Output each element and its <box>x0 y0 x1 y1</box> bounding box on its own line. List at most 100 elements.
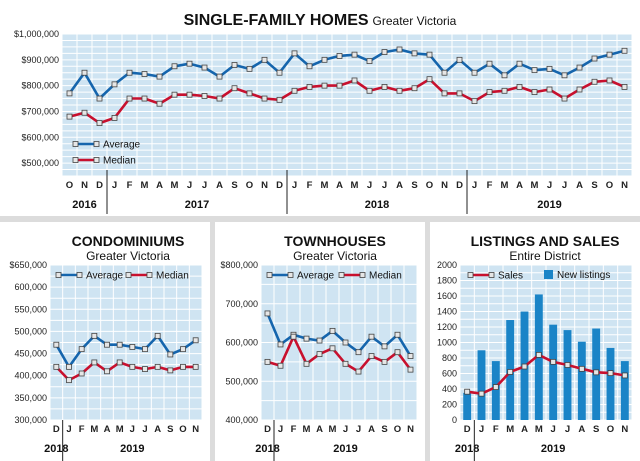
x-tick-label: A <box>396 180 403 191</box>
data-point-average <box>441 69 448 76</box>
data-point-median <box>66 113 73 120</box>
data-point-median <box>246 90 253 97</box>
legend-label: Average <box>103 140 141 151</box>
x-tick-label: J <box>66 424 71 435</box>
data-point-average <box>329 327 336 334</box>
y-tick-label: $700,000 <box>21 106 59 116</box>
data-point-average <box>142 346 148 353</box>
data-point-median <box>621 84 628 90</box>
y-tick-label: 1600 <box>437 291 457 301</box>
y-tick-label: $1,000,000 <box>14 29 59 39</box>
data-point-median <box>180 363 186 370</box>
legend-marker <box>287 272 294 278</box>
y-tick-label: $900,000 <box>21 55 59 65</box>
data-point-average <box>501 72 508 79</box>
chart-title: LISTINGS AND SALES <box>471 233 620 249</box>
data-point-average <box>111 81 118 88</box>
x-tick-label: M <box>506 424 514 435</box>
x-tick-label: D <box>456 180 463 191</box>
data-point-average <box>516 60 523 67</box>
data-point-average <box>167 351 174 358</box>
data-point-median <box>411 85 418 92</box>
data-point-sales <box>521 363 528 370</box>
y-tick-label: 400,000 <box>14 371 47 381</box>
data-point-average <box>201 64 208 71</box>
data-point-average <box>471 69 478 76</box>
x-tick-label: J <box>562 180 567 191</box>
x-tick-label: J <box>112 180 117 191</box>
data-point-median <box>290 333 297 340</box>
data-point-median <box>192 363 199 370</box>
data-point-average <box>321 56 328 63</box>
legend-marker <box>125 272 132 278</box>
data-point-median <box>91 359 98 366</box>
data-point-median <box>277 362 284 369</box>
data-point-median <box>441 90 448 97</box>
data-point-average <box>81 69 88 76</box>
x-tick-label: J <box>367 180 372 191</box>
data-point-average <box>126 69 133 76</box>
y-tick-label: 700,000 <box>225 299 258 309</box>
sfh-panel: SINGLE-FAMILY HOMES Greater Victoria $500,… <box>0 0 640 216</box>
x-tick-label: O <box>606 180 613 191</box>
x-tick-label: O <box>246 180 253 191</box>
x-tick-label: A <box>521 424 528 435</box>
chart-title: CONDOMINIUMS <box>72 233 185 249</box>
x-tick-label: D <box>276 180 283 191</box>
x-tick-label: F <box>291 424 297 435</box>
data-point-median <box>561 95 568 102</box>
data-point-median <box>486 89 493 95</box>
y-tick-label: $800,000 <box>21 81 59 91</box>
chart-title: SINGLE-FAMILY HOMES Greater Victoria <box>184 12 457 29</box>
data-point-average <box>129 344 136 350</box>
y-tick-label: $800,000 <box>220 260 258 270</box>
data-point-average <box>66 90 73 97</box>
x-tick-label: M <box>171 180 179 191</box>
y-tick-label: 1400 <box>437 307 457 317</box>
x-tick-label: F <box>307 180 313 191</box>
data-point-average <box>96 95 103 102</box>
data-point-average <box>303 335 310 342</box>
data-point-average <box>116 341 123 348</box>
legend-marker <box>338 272 345 278</box>
x-tick-label: D <box>53 424 60 435</box>
legend-marker <box>93 141 100 147</box>
x-tick-label: J <box>343 424 348 435</box>
y-tick-label: 500,000 <box>225 376 258 386</box>
x-tick-label: M <box>321 180 329 191</box>
legend-label: New listings <box>557 270 610 281</box>
data-point-median <box>381 84 388 90</box>
year-label: 2019 <box>333 443 357 455</box>
data-point-median <box>141 95 148 102</box>
legend-marker <box>266 272 273 278</box>
data-point-median <box>342 360 349 367</box>
x-tick-label: M <box>501 180 509 191</box>
data-point-median <box>216 95 223 102</box>
data-point-average <box>342 339 349 346</box>
y-tick-label: 2000 <box>437 260 457 270</box>
data-point-median <box>329 345 336 352</box>
data-point-average <box>336 53 343 59</box>
x-tick-label: J <box>292 180 297 191</box>
data-point-average <box>53 341 60 348</box>
x-tick-label: N <box>192 424 199 435</box>
data-point-average <box>396 46 403 53</box>
bar-new-listings <box>563 330 572 420</box>
data-point-average <box>351 51 358 58</box>
data-point-average <box>561 72 568 79</box>
x-tick-label: J <box>479 424 484 435</box>
y-tick-label: 400,000 <box>225 415 258 425</box>
x-tick-label: S <box>591 180 597 191</box>
data-point-median <box>129 363 136 370</box>
y-tick-label: 600 <box>442 369 457 379</box>
x-tick-label: M <box>141 180 149 191</box>
legend-marker <box>72 141 79 147</box>
x-tick-label: J <box>472 180 477 191</box>
data-point-median <box>546 86 553 93</box>
x-tick-label: A <box>316 424 323 435</box>
chart-subtitle: Greater Victoria <box>293 249 377 263</box>
x-tick-label: M <box>351 180 359 191</box>
x-tick-label: S <box>231 180 237 191</box>
data-point-median <box>167 367 174 374</box>
